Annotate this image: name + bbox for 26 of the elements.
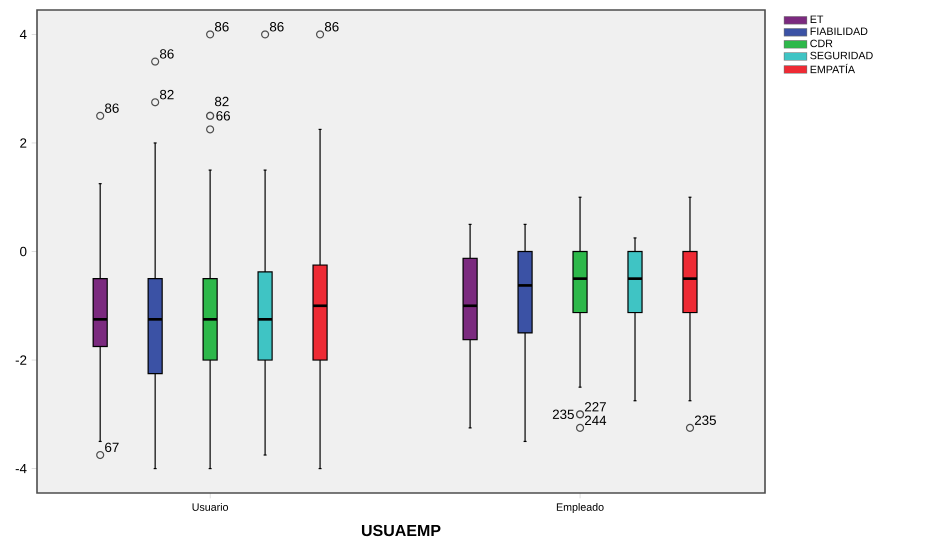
annotation: 227: [584, 402, 606, 412]
annotation: 244: [584, 416, 606, 425]
y-tick-label: 0: [20, 246, 26, 256]
x-tick-label: Usuario: [192, 503, 228, 511]
legend-label: EMPATÍA: [810, 64, 856, 74]
x-tick-label: Empleado: [556, 503, 604, 513]
legend-label: FIABILIDAD: [810, 28, 868, 35]
y-tick-label: 4: [20, 30, 27, 40]
legend-label: CDR: [810, 40, 832, 48]
annotation: 86: [105, 103, 119, 113]
annotation: 86: [270, 22, 284, 32]
annotation: 86: [324, 22, 339, 32]
legend-label: SEGURIDAD: [810, 52, 873, 60]
annotation: 67: [105, 442, 119, 452]
annotation: 235: [694, 416, 716, 425]
annotation: 66: [216, 111, 230, 121]
annotation: 86: [214, 22, 229, 32]
annotation: 86: [160, 49, 174, 59]
legend-label: ET: [810, 16, 824, 23]
x-axis-title: USUAEMP: [362, 524, 440, 536]
y-tick-label: 2: [20, 138, 26, 148]
annotation: 82: [214, 96, 229, 106]
annotation: 235: [552, 410, 574, 420]
y-tick-label: -2: [16, 355, 26, 365]
annotation: 82: [160, 90, 174, 100]
y-tick-label: -4: [16, 464, 27, 474]
